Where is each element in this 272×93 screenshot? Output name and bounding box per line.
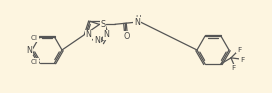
Text: N: N (94, 36, 100, 45)
Text: Cl: Cl (31, 35, 38, 41)
Text: N: N (26, 45, 32, 54)
Text: F: F (231, 65, 235, 71)
Text: N: N (134, 18, 140, 27)
Text: S: S (100, 20, 106, 29)
Text: F: F (240, 57, 244, 63)
Text: O: O (124, 32, 130, 41)
Text: N: N (85, 30, 91, 39)
Text: F: F (237, 47, 241, 53)
Text: N: N (103, 30, 109, 39)
Text: H: H (135, 15, 141, 21)
Text: Cl: Cl (31, 59, 38, 65)
